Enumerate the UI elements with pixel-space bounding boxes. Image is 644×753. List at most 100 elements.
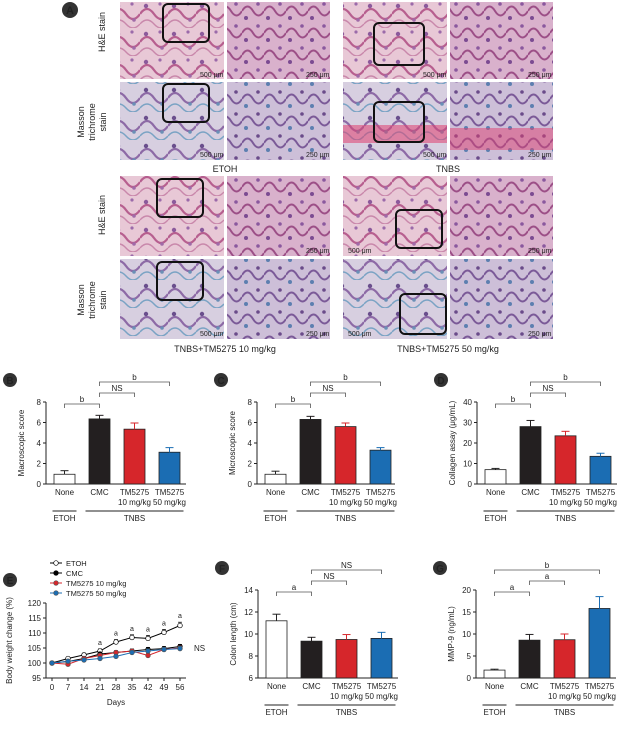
panel-e: E 95 100 105 110 115 120 0 7 14 21 28 35 42 49 56 Days Bo…	[3, 559, 205, 707]
micrograph-tnbs-he-high	[450, 2, 553, 79]
group-title-tnbs: TNBS	[436, 164, 460, 174]
x-tick-label: 0	[50, 683, 55, 692]
zoom-box	[162, 3, 210, 43]
scale-bar-label: 500 μm	[348, 248, 372, 255]
y-tick-label: 10	[463, 460, 472, 469]
panel-letter: E	[7, 576, 14, 587]
category-label: None	[55, 488, 75, 497]
data-point	[177, 645, 183, 652]
significance-label: a	[146, 626, 150, 633]
ns-label: NS	[194, 644, 205, 653]
scale-bar-label: 250 μm	[528, 331, 552, 338]
y-tick-label: 8	[37, 398, 42, 407]
group-label: TNBS	[555, 514, 576, 523]
y-axis-label: Body weight change (%)	[5, 597, 14, 684]
data-point	[177, 622, 183, 629]
category-label: 50 mg/kg	[364, 498, 397, 507]
legend-label: CMC	[66, 569, 84, 578]
scale-bar-label: 250 μm	[528, 248, 552, 255]
scale-bar-label: 500 μm	[423, 152, 447, 159]
zoom-box	[162, 83, 210, 123]
y-axis-label: MMP-9 (ng/mL)	[447, 606, 456, 662]
data-point	[81, 657, 87, 663]
category-label: None	[485, 682, 505, 691]
y-tick-label: 20	[462, 586, 471, 595]
x-tick-label: 28	[112, 683, 121, 692]
bar-panel-d: D 0 10 20 30 40 Collagen assay (μg/mL) None CMC T…	[434, 373, 617, 523]
significance-label: NS	[111, 384, 122, 393]
row-label-mt-1: Masson	[76, 284, 86, 316]
category-label: TM5275	[120, 488, 150, 497]
significance-label: a	[162, 620, 166, 627]
collagen-stain-region	[450, 128, 553, 150]
y-tick-label: 8	[248, 398, 253, 407]
x-tick-label: 49	[160, 683, 169, 692]
y-tick-label: 95	[32, 674, 41, 683]
data-point	[129, 634, 135, 641]
significance-bracket	[310, 381, 381, 386]
scale-bar-label: 250 μm	[306, 248, 330, 255]
zoom-box	[373, 101, 425, 143]
micrograph-tm10-mt-high	[227, 259, 330, 339]
y-tick-label: 4	[248, 439, 253, 448]
significance-label: NS	[542, 384, 553, 393]
micrograph-tm10-he-high	[227, 176, 330, 256]
y-tick-label: 6	[249, 674, 254, 683]
significance-bracket	[530, 392, 566, 397]
category-label: CMC	[302, 682, 320, 691]
y-tick-label: 115	[28, 614, 41, 623]
category-label: None	[266, 488, 286, 497]
data-point	[161, 646, 167, 653]
data-point	[113, 639, 119, 645]
data-point	[65, 658, 71, 664]
significance-bracket	[494, 591, 530, 596]
data-point	[145, 652, 151, 659]
significance-label: b	[291, 395, 296, 404]
category-label: TM5275	[332, 682, 362, 691]
category-label: CMC	[90, 488, 108, 497]
data-point	[129, 649, 135, 656]
legend-label: ETOH	[66, 559, 87, 568]
significance-bracket	[275, 403, 311, 408]
category-label: TM5275	[366, 488, 396, 497]
category-label: 50 mg/kg	[153, 498, 186, 507]
scale-bar-label: 500 μm	[200, 72, 224, 79]
data-point	[145, 648, 151, 654]
group-label: ETOH	[483, 708, 505, 717]
y-tick-label: 20	[463, 439, 472, 448]
category-label: 50 mg/kg	[365, 692, 398, 701]
significance-label: b	[511, 395, 516, 404]
group-label: ETOH	[264, 514, 286, 523]
y-tick-label: 6	[37, 419, 42, 428]
panel-badge	[214, 373, 228, 387]
data-point	[113, 653, 119, 660]
scale-bar-label: 250 μm	[528, 72, 552, 79]
panel-a-badge	[62, 2, 78, 18]
category-label: None	[486, 488, 506, 497]
micrograph-group-etoh: H&E stain Masson trichrome stain 500 μm …	[76, 2, 330, 174]
scale-bar-label: 500 μm	[200, 331, 224, 338]
panel-letter: C	[217, 376, 224, 387]
y-tick-label: 2	[248, 460, 253, 469]
legend-marker	[53, 590, 59, 596]
y-tick-label: 120	[28, 599, 42, 608]
significance-bracket	[64, 403, 100, 408]
data-point	[49, 660, 55, 666]
significance-label: b	[80, 395, 85, 404]
scale-bar-label: 250 μm	[306, 72, 330, 79]
panel-letter: D	[437, 376, 444, 387]
significance-bracket	[311, 580, 347, 585]
legend-marker	[53, 580, 59, 586]
x-tick-label: 14	[80, 683, 89, 692]
group-label: ETOH	[53, 514, 75, 523]
y-tick-label: 10	[462, 630, 471, 639]
category-label: TM5275	[155, 488, 185, 497]
x-tick-label: 35	[128, 683, 137, 692]
scale-bar-label: 500 μm	[200, 152, 224, 159]
bar-2	[123, 428, 146, 485]
micrograph-group-tnbs: 500 μm 250 μm 500 μm 250 μm TNBS	[343, 2, 553, 174]
group-label: ETOH	[265, 708, 287, 717]
scale-bar-label: 250 μm	[528, 152, 552, 159]
